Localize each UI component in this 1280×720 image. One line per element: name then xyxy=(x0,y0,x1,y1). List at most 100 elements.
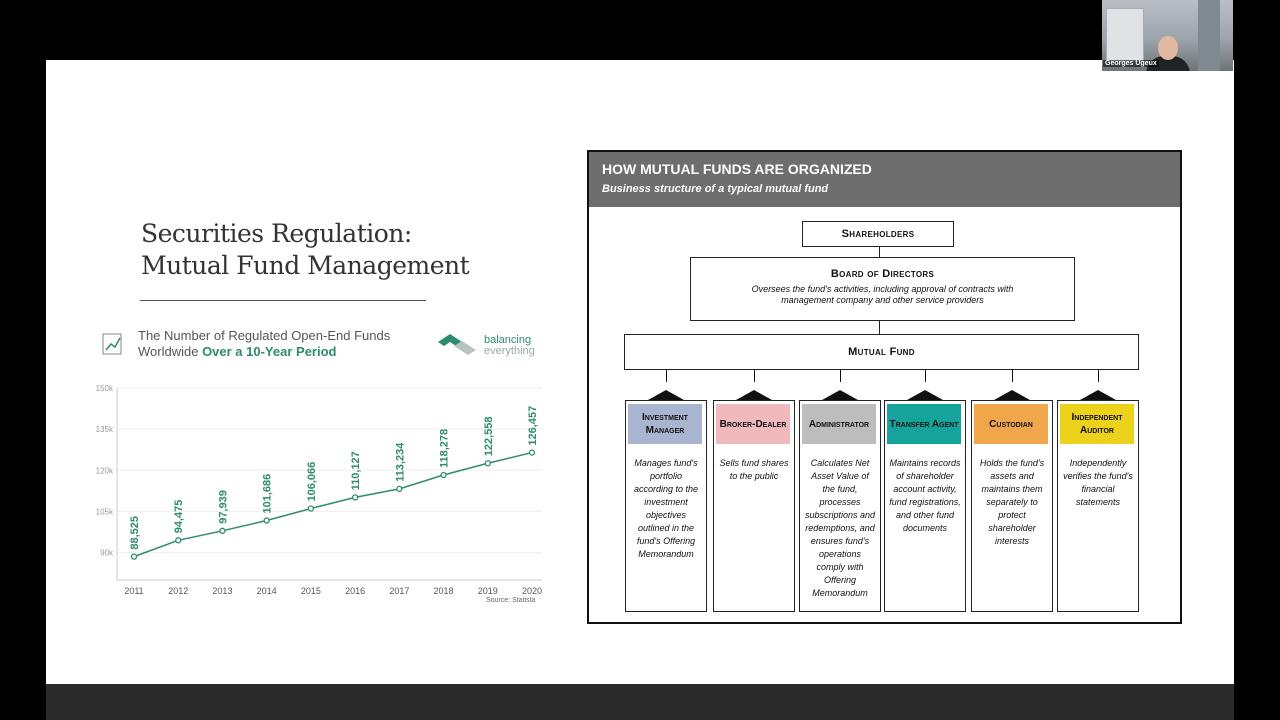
chart-source: Source: Statista xyxy=(486,597,536,604)
title-divider xyxy=(140,300,426,301)
connector-arrowhead xyxy=(994,390,1030,400)
data-point xyxy=(263,517,270,524)
y-tick-label: 105k xyxy=(96,507,114,516)
participant-head xyxy=(1158,36,1178,60)
chart-heading-line2: Worldwide Over a 10-Year Period xyxy=(138,344,390,360)
provider-title: Investment Manager xyxy=(628,404,702,444)
connector-arrowhead xyxy=(907,390,943,400)
org-chart-panel: HOW MUTUAL FUNDS ARE ORGANIZED Business … xyxy=(587,150,1182,624)
provider-title: Custodian xyxy=(974,404,1048,444)
slide-title: Securities Regulation: Mutual Fund Manag… xyxy=(141,218,470,282)
data-label: 106,066 xyxy=(306,462,318,502)
provider-box: Transfer Agent Maintains records of share… xyxy=(884,400,966,612)
x-tick-label: 2015 xyxy=(301,586,321,596)
logo-text-everything: everything xyxy=(484,345,535,357)
provider-box: Investment Manager Manages fund's portfol… xyxy=(625,400,707,612)
provider-title: Transfer Agent xyxy=(887,404,961,444)
org-chart-banner: HOW MUTUAL FUNDS ARE ORGANIZED Business … xyxy=(589,152,1180,207)
video-shelf-background xyxy=(1198,0,1220,71)
connector-arrowhead xyxy=(1080,390,1116,400)
data-label: 122,558 xyxy=(483,417,495,457)
connector-arrowhead xyxy=(648,390,684,400)
y-tick-label: 90k xyxy=(100,549,114,558)
y-tick-label: 150k xyxy=(96,384,114,393)
shareholders-box: Shareholders xyxy=(802,221,954,247)
chart-heading-line1: The Number of Regulated Open-End Funds xyxy=(138,328,391,343)
data-point xyxy=(351,494,359,501)
connector-line xyxy=(879,247,880,257)
chart-icon xyxy=(102,333,122,355)
connector-stem xyxy=(1098,370,1099,382)
participant-body xyxy=(1146,56,1190,71)
x-tick-label: 2017 xyxy=(389,586,409,596)
data-label: 110,127 xyxy=(350,451,362,490)
logo-text-balancing: balancing xyxy=(484,334,532,346)
board-of-directors-box: Board of Directors Oversees the fund's a… xyxy=(690,257,1075,321)
chart-heading: The Number of Regulated Open-End Funds W… xyxy=(138,328,390,360)
bottom-bar xyxy=(46,684,1234,720)
data-point xyxy=(396,485,403,492)
x-tick-label: 2019 xyxy=(478,586,498,596)
y-tick-label: 120k xyxy=(96,466,114,475)
provider-box: Administrator Calculates Net Asset Value … xyxy=(799,400,881,612)
data-label: 88,525 xyxy=(129,516,141,550)
chart-header: The Number of Regulated Open-End Funds W… xyxy=(102,328,552,368)
slide-title-line2: Mutual Fund Management xyxy=(141,251,470,280)
data-point xyxy=(528,449,536,456)
data-label: 101,686 xyxy=(262,474,274,514)
x-tick-label: 2012 xyxy=(168,586,188,596)
data-label: 118,278 xyxy=(439,429,451,468)
provider-title: Broker-Dealer xyxy=(716,404,790,444)
participant-name: Georges Ugeux xyxy=(1103,60,1159,67)
data-point xyxy=(175,537,182,544)
x-tick-label: 2013 xyxy=(212,586,232,596)
data-point xyxy=(130,553,138,560)
board-desc-line2: management company and other service pro… xyxy=(781,295,984,305)
connector-stem xyxy=(754,370,755,382)
data-label: 113,234 xyxy=(394,442,406,482)
mutual-fund-label: Mutual Fund xyxy=(848,346,915,358)
data-label: 97,939 xyxy=(217,490,229,524)
provider-description: Sells fund shares to the public xyxy=(719,458,789,481)
data-point xyxy=(484,460,491,467)
connector-line xyxy=(879,321,880,334)
org-chart-title: HOW MUTUAL FUNDS ARE ORGANIZED xyxy=(602,161,872,177)
connector-stem xyxy=(1012,370,1013,382)
provider-description: Maintains records of shareholder account… xyxy=(889,458,961,533)
mutual-fund-box: Mutual Fund xyxy=(624,334,1139,370)
provider-title: Administrator xyxy=(802,404,876,444)
board-desc-line1: Oversees the fund's activities, includin… xyxy=(751,284,1014,294)
x-tick-label: 2018 xyxy=(434,586,454,596)
connector-stem xyxy=(840,370,841,382)
series-line xyxy=(133,451,533,558)
x-tick-label: 2016 xyxy=(345,586,365,596)
provider-title: Independent Auditor xyxy=(1060,404,1134,444)
connector-arrowhead xyxy=(822,390,858,400)
participant-video-tile[interactable]: Georges Ugeux xyxy=(1102,0,1233,71)
data-point xyxy=(440,471,447,479)
y-tick-label: 135k xyxy=(96,425,114,434)
connector-stem xyxy=(925,370,926,382)
logo-mark-icon xyxy=(438,334,476,355)
data-point xyxy=(219,527,226,534)
slide-title-line1: Securities Regulation: xyxy=(141,219,412,248)
provider-box: Independent Auditor Independently verifie… xyxy=(1057,400,1139,612)
board-title: Board of Directors xyxy=(830,268,935,280)
x-tick-label: 2014 xyxy=(257,586,277,596)
data-point xyxy=(307,505,315,512)
provider-description: Calculates Net Asset Value of the fund, … xyxy=(804,458,876,598)
provider-box: Custodian Holds the fund's assets and mai… xyxy=(971,400,1053,612)
presentation-slide: Securities Regulation: Mutual Fund Manag… xyxy=(46,60,1234,684)
chart-heading-accent: Over a 10-Year Period xyxy=(202,344,337,359)
line-chart: 90k 105k 120k 135k 150k 2011 2012 2013 2014 2015 2… xyxy=(96,384,542,596)
org-chart-subtitle: Business structure of a typical mutual f… xyxy=(602,183,829,195)
balancing-everything-logo: balancing everything xyxy=(438,330,553,360)
shareholders-label: Shareholders xyxy=(841,228,915,240)
connector-arrowhead xyxy=(736,390,772,400)
data-label: 94,475 xyxy=(173,500,185,534)
data-label: 126,457 xyxy=(527,406,539,446)
provider-box: Broker-Dealer Sells fund shares to the pu… xyxy=(713,400,795,612)
x-tick-label: 2011 xyxy=(124,586,143,596)
provider-description: Manages fund's portfolio according to th… xyxy=(633,458,699,559)
provider-description: Independently verifies the fund's financ… xyxy=(1063,458,1133,507)
